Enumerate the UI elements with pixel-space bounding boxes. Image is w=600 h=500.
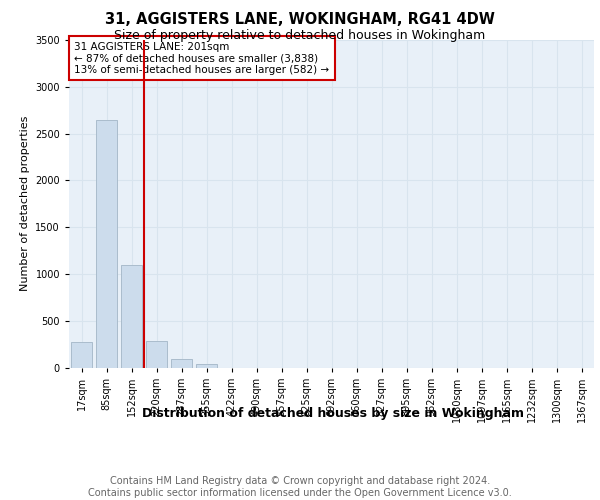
Text: Distribution of detached houses by size in Wokingham: Distribution of detached houses by size … bbox=[142, 408, 524, 420]
Bar bbox=[171, 359, 192, 368]
Bar bbox=[71, 342, 92, 367]
Bar bbox=[96, 120, 117, 368]
Text: Contains HM Land Registry data © Crown copyright and database right 2024.
Contai: Contains HM Land Registry data © Crown c… bbox=[88, 476, 512, 498]
Y-axis label: Number of detached properties: Number of detached properties bbox=[20, 116, 29, 292]
Text: Size of property relative to detached houses in Wokingham: Size of property relative to detached ho… bbox=[115, 29, 485, 42]
Bar bbox=[121, 264, 142, 368]
Bar bbox=[146, 342, 167, 367]
Text: 31, AGGISTERS LANE, WOKINGHAM, RG41 4DW: 31, AGGISTERS LANE, WOKINGHAM, RG41 4DW bbox=[105, 12, 495, 28]
Text: 31 AGGISTERS LANE: 201sqm
← 87% of detached houses are smaller (3,838)
13% of se: 31 AGGISTERS LANE: 201sqm ← 87% of detac… bbox=[74, 42, 329, 75]
Bar bbox=[196, 364, 217, 368]
